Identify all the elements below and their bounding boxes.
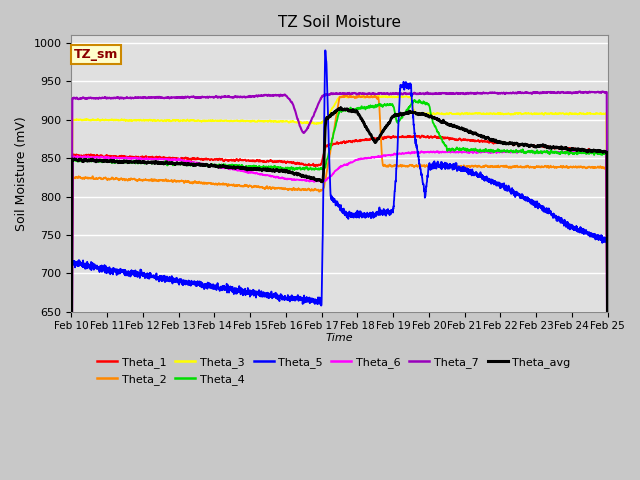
Theta_3	[296, 119, 304, 125]
Theta_avg	[273, 167, 281, 173]
Theta_5	[161, 276, 168, 282]
Theta_avg	[337, 105, 345, 110]
Theta_1	[67, 457, 75, 463]
Line: Theta_3: Theta_3	[71, 96, 607, 442]
Theta_5	[129, 271, 136, 277]
Line: Theta_4: Theta_4	[71, 100, 607, 480]
Theta_4	[604, 414, 611, 420]
Theta_6	[593, 149, 601, 155]
Theta_avg	[161, 160, 168, 166]
Theta_2	[536, 164, 543, 170]
Line: Theta_avg: Theta_avg	[71, 108, 607, 480]
Theta_2	[161, 178, 168, 184]
Theta_3	[129, 118, 136, 123]
Theta_6	[273, 174, 281, 180]
Text: TZ_sm: TZ_sm	[74, 48, 118, 61]
Theta_5	[593, 233, 601, 239]
Theta_3	[604, 436, 611, 442]
Theta_7	[604, 388, 611, 394]
Theta_4	[415, 97, 423, 103]
Theta_3	[67, 439, 75, 445]
Theta_1	[161, 155, 168, 161]
Theta_1	[129, 155, 136, 160]
Theta_4	[593, 151, 601, 156]
Theta_3	[536, 111, 543, 117]
Theta_3	[374, 93, 382, 98]
Theta_avg	[604, 412, 611, 418]
Line: Theta_6: Theta_6	[71, 151, 607, 480]
Theta_4	[273, 165, 281, 170]
Theta_2	[604, 406, 611, 411]
Theta_4	[129, 159, 136, 165]
Theta_6	[604, 445, 611, 451]
Theta_6	[515, 148, 523, 154]
Theta_2	[355, 93, 363, 98]
Theta_2	[593, 165, 601, 170]
Line: Theta_1: Theta_1	[71, 135, 607, 460]
Theta_4	[536, 150, 543, 156]
Theta_6	[161, 156, 168, 162]
Theta_avg	[129, 159, 136, 165]
Theta_7	[67, 451, 75, 457]
Theta_2	[296, 187, 304, 192]
Theta_5	[604, 428, 611, 434]
Theta_7	[273, 93, 281, 98]
Theta_2	[129, 177, 136, 182]
Theta_4	[296, 166, 304, 171]
Theta_3	[273, 119, 281, 124]
Theta_6	[296, 177, 304, 183]
Theta_7	[129, 95, 136, 101]
Theta_3	[161, 117, 168, 123]
Theta_5	[273, 294, 281, 300]
Theta_3	[593, 111, 601, 117]
Line: Theta_7: Theta_7	[71, 92, 607, 454]
Theta_avg	[536, 143, 543, 149]
Theta_5	[296, 295, 304, 301]
Theta_avg	[296, 172, 304, 178]
Theta_5	[536, 203, 543, 208]
Theta_1	[604, 457, 611, 463]
Theta_7	[161, 96, 168, 101]
Theta_7	[296, 124, 304, 130]
Theta_2	[273, 186, 281, 192]
Y-axis label: Soil Moisture (mV): Soil Moisture (mV)	[15, 116, 28, 231]
Theta_7	[536, 90, 543, 96]
Theta_1	[593, 148, 601, 154]
Theta_4	[161, 160, 168, 166]
Legend: Theta_1, Theta_2, Theta_3, Theta_4, Theta_5, Theta_6, Theta_7, Theta_avg: Theta_1, Theta_2, Theta_3, Theta_4, Thet…	[93, 353, 575, 389]
Theta_7	[576, 89, 584, 95]
Theta_7	[593, 89, 601, 95]
Theta_5	[67, 441, 75, 447]
Theta_1	[418, 132, 426, 138]
X-axis label: Time: Time	[326, 333, 353, 343]
Line: Theta_2: Theta_2	[71, 96, 607, 480]
Theta_1	[536, 144, 543, 149]
Theta_1	[296, 161, 304, 167]
Theta_avg	[593, 149, 601, 155]
Theta_6	[129, 155, 136, 161]
Theta_6	[536, 150, 543, 156]
Title: TZ Soil Moisture: TZ Soil Moisture	[278, 15, 401, 30]
Theta_5	[321, 48, 329, 53]
Line: Theta_5: Theta_5	[71, 50, 607, 444]
Theta_1	[273, 159, 281, 165]
